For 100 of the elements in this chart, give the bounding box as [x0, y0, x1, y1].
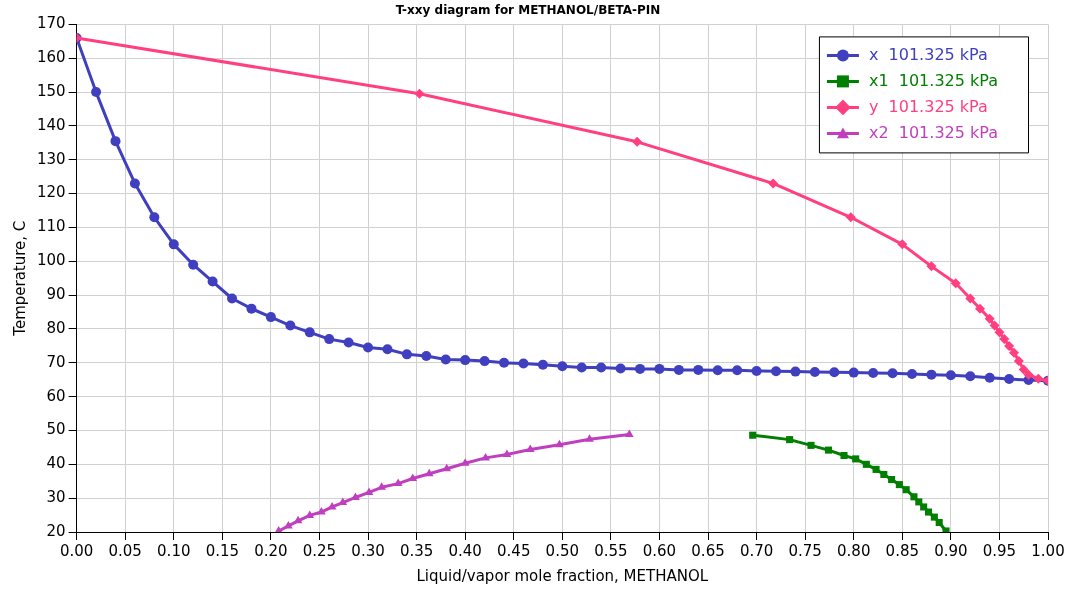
- point: [732, 365, 743, 376]
- point: [596, 362, 607, 373]
- x-tick-label: 0.45: [497, 541, 531, 560]
- point: [338, 497, 348, 506]
- point: [625, 429, 634, 438]
- point: [207, 276, 218, 287]
- x-tick-label: 0.75: [788, 541, 822, 560]
- point: [902, 486, 910, 494]
- point: [1004, 374, 1015, 385]
- point: [999, 334, 1010, 345]
- point: [557, 361, 568, 372]
- x-tick-label: 0.35: [399, 541, 434, 560]
- point: [499, 357, 510, 368]
- point: [91, 87, 102, 98]
- x-tick-label: 0.55: [594, 541, 628, 560]
- point: [994, 327, 1005, 338]
- x-tick-label: 0.00: [59, 541, 94, 560]
- y-tick-label: 60: [46, 386, 66, 405]
- point: [351, 492, 360, 500]
- x-tick-label: 0.85: [885, 541, 919, 560]
- y-tick-label: 50: [46, 420, 66, 439]
- point: [975, 303, 985, 314]
- point: [1004, 340, 1015, 351]
- point: [930, 513, 938, 521]
- legend-label: x 101.325 kPa: [868, 44, 988, 64]
- point: [887, 368, 898, 379]
- point: [324, 334, 335, 345]
- point: [907, 368, 918, 379]
- y-tick-label: 110: [36, 217, 66, 236]
- point: [989, 320, 1000, 331]
- x-tick-label: 0.95: [982, 541, 1017, 560]
- point: [502, 449, 512, 458]
- legend-label: x1 101.325 kPa: [868, 70, 999, 90]
- point: [786, 436, 794, 444]
- point: [401, 349, 412, 360]
- point: [525, 444, 535, 452]
- x-tick-label: 0.25: [302, 541, 337, 560]
- point: [749, 431, 757, 439]
- point: [129, 178, 140, 189]
- point: [1009, 347, 1019, 358]
- point: [807, 441, 815, 449]
- y-tick-label: 100: [36, 251, 66, 270]
- point: [926, 369, 937, 380]
- point: [285, 320, 296, 331]
- point: [751, 365, 762, 376]
- point: [1033, 373, 1044, 384]
- point: [442, 463, 452, 472]
- point: [809, 366, 820, 377]
- x-tick-label: 0.15: [205, 541, 240, 560]
- point: [555, 439, 564, 448]
- y-tick-label: 150: [36, 81, 66, 100]
- point: [965, 293, 976, 304]
- x-tick-label: 0.20: [254, 541, 288, 560]
- x-tick-label: 0.10: [157, 541, 191, 560]
- y-tick-label: 40: [46, 454, 66, 473]
- point: [984, 313, 995, 324]
- point: [460, 355, 471, 366]
- point: [305, 510, 315, 518]
- point: [693, 364, 704, 375]
- point: [265, 312, 276, 323]
- point: [576, 362, 587, 373]
- y-tick-label: 130: [36, 149, 66, 168]
- y-tick-label: 20: [46, 521, 66, 540]
- y-tick-label: 70: [46, 352, 66, 371]
- point: [632, 136, 643, 147]
- y-tick-label: 140: [36, 115, 66, 134]
- y-tick-label: 90: [46, 285, 66, 304]
- point: [343, 337, 354, 348]
- x-tick-label: 0.90: [934, 541, 968, 560]
- x-tick-label: 0.60: [642, 541, 677, 560]
- x-tick-label: 0.65: [691, 541, 725, 560]
- x-tick-label: 0.30: [351, 541, 385, 560]
- point: [768, 178, 779, 189]
- y-tick-label: 160: [36, 48, 66, 67]
- point: [924, 508, 933, 516]
- point: [895, 481, 903, 489]
- point: [188, 259, 199, 270]
- point: [382, 344, 393, 355]
- point: [110, 136, 121, 147]
- point: [935, 518, 943, 527]
- chart-title: T-xxy diagram for METHANOL/BETA-PIN: [395, 3, 661, 18]
- y-tick-label: 120: [36, 183, 66, 202]
- point: [945, 370, 956, 381]
- x-tick-label: 0.80: [837, 541, 871, 560]
- point: [537, 359, 548, 370]
- point: [149, 212, 160, 223]
- point: [246, 303, 257, 314]
- point: [317, 507, 326, 515]
- point: [227, 293, 238, 304]
- point: [840, 451, 848, 460]
- point: [897, 239, 908, 250]
- point: [790, 366, 801, 377]
- point: [635, 363, 646, 374]
- point: [673, 364, 684, 375]
- point: [862, 460, 870, 468]
- point: [481, 452, 490, 461]
- y-tick-label: 170: [36, 14, 66, 33]
- point: [168, 239, 179, 250]
- point: [1023, 369, 1034, 380]
- point: [460, 458, 470, 466]
